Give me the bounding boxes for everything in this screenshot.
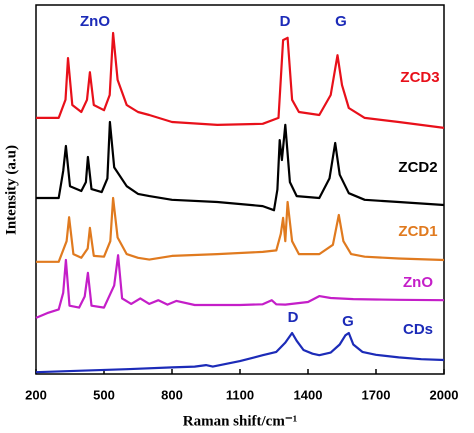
- x-tick-label: 1400: [294, 387, 323, 402]
- x-tick-label: 1100: [226, 387, 254, 402]
- x-tick-label: 800: [161, 387, 183, 402]
- series-label: ZCD3: [400, 69, 439, 86]
- series-line: [36, 31, 445, 129]
- x-tick-label: 200: [25, 387, 47, 402]
- x-tick-label: 2000: [430, 387, 459, 402]
- annotation: D: [280, 13, 291, 30]
- series-label: ZnO: [403, 274, 433, 291]
- annotation: G: [342, 313, 354, 330]
- annotation: G: [335, 13, 347, 30]
- annotation: ZnO: [80, 13, 110, 30]
- x-tick-label: 1700: [362, 387, 391, 402]
- series-line: [36, 196, 445, 263]
- annotation: D: [288, 309, 299, 326]
- x-tick-label: 500: [93, 387, 115, 402]
- series-line: [35, 254, 445, 319]
- series-line: [36, 120, 445, 212]
- plot-frame: [35, 4, 445, 375]
- x-axis-label: Raman shift/cm⁻¹: [183, 413, 298, 429]
- series-label: ZCD1: [398, 223, 437, 240]
- y-axis-label: Intensity (a.u): [3, 145, 19, 235]
- series-label: ZCD2: [398, 159, 437, 176]
- series-label: CDs: [403, 321, 433, 338]
- series-line: [35, 331, 445, 374]
